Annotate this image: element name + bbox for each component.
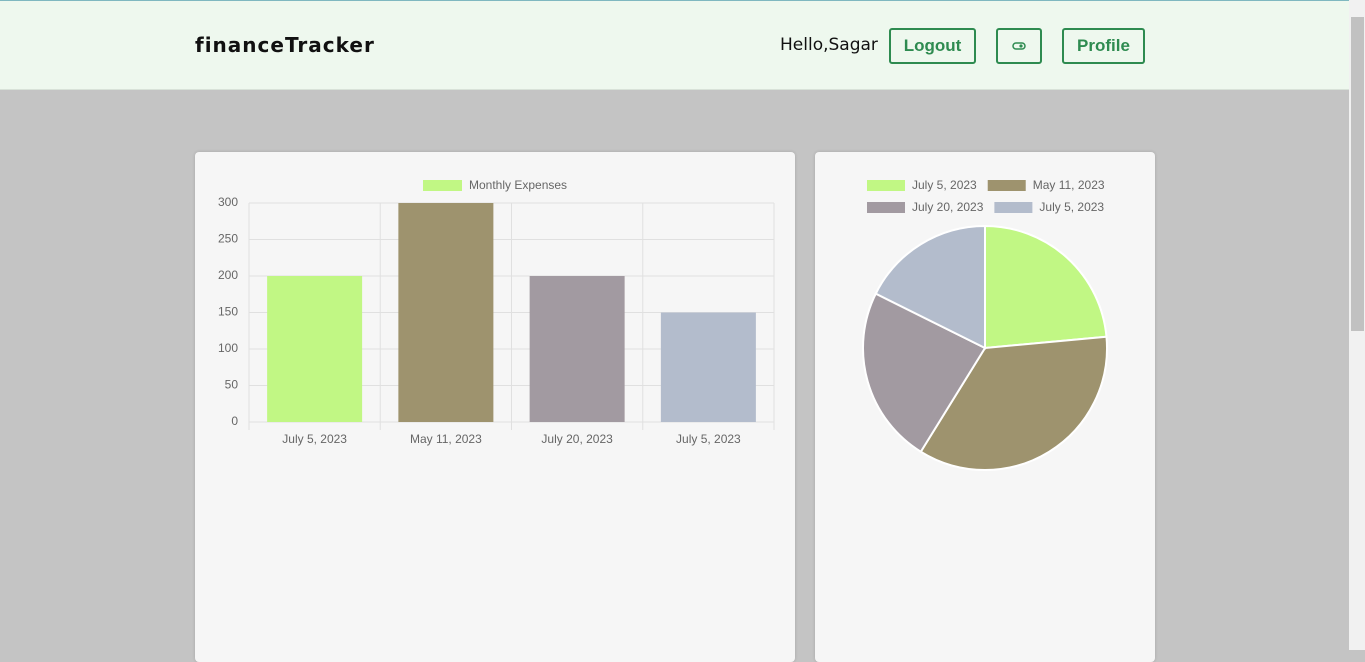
pie-slice [984,224,1108,350]
x-tick-label: July 20, 2023 [541,432,613,446]
y-tick-label: 300 [218,195,238,209]
legend-swatch [867,180,905,191]
pie-slice [919,335,1108,471]
legend-label: July 5, 2023 [1039,200,1104,214]
legend-label: May 11, 2023 [1033,178,1105,192]
x-tick-label: May 11, 2023 [410,432,482,446]
x-tick-label: July 5, 2023 [282,432,347,446]
x-tick-label: July 5, 2023 [676,432,741,446]
bar [267,276,363,422]
bar [660,312,756,422]
legend-label: Monthly Expenses [469,178,567,192]
legend-swatch [987,180,1026,191]
header: financeTracker Hello,Sagar Logout Profil… [0,0,1349,90]
pie-slice [874,224,986,350]
legend-label: July 5, 2023 [912,178,977,192]
charts: Monthly Expenses 0 50 100 150 200 250 300 July 5… [218,178,1108,471]
brand[interactable]: financeTracker [195,33,375,57]
greeting: Hello,Sagar [780,35,878,55]
legend-swatch [423,180,462,191]
y-tick-label: 150 [218,305,238,319]
toggle-icon [1012,42,1026,50]
y-tick-label: 50 [225,378,239,392]
logout-button[interactable]: Logout [889,28,976,64]
legend-label: July 20, 2023 [912,200,984,214]
bar [529,276,625,422]
scroll-thumb[interactable] [1351,17,1364,331]
legend-swatch [867,202,905,213]
y-tick-label: 200 [218,268,238,282]
y-tick-label: 100 [218,341,238,355]
theme-toggle[interactable] [996,28,1042,64]
profile-button[interactable]: Profile [1062,28,1145,64]
bar [398,203,494,422]
y-tick-label: 250 [218,232,238,246]
y-tick-label: 0 [231,414,238,428]
legend-swatch [994,202,1033,213]
